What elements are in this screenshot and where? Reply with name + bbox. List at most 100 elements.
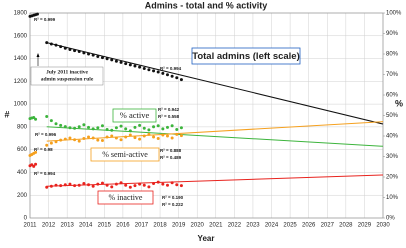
data-point [170, 136, 174, 140]
y-tick-label: 1000 [14, 102, 28, 108]
y2-tick-label: 90% [386, 31, 399, 37]
y2-tick-label: 20% [386, 175, 399, 181]
data-point [152, 182, 156, 186]
data-point [142, 134, 146, 138]
data-point [91, 127, 95, 131]
annotation: R² = 0.999 [34, 17, 56, 22]
x-tick-label: 2015 [98, 223, 112, 229]
data-point [128, 133, 132, 137]
data-point [170, 74, 174, 78]
x-tick-label: 2027 [321, 223, 335, 229]
data-point [87, 135, 91, 139]
data-point [119, 60, 123, 64]
annotation: R² = 0.222 [162, 202, 184, 207]
annotation: R² = 0.996 [35, 132, 57, 137]
data-point [114, 182, 118, 186]
x-tick-label: 2017 [135, 223, 149, 229]
data-point [138, 182, 142, 186]
annotation: R² = 0.190 [162, 195, 184, 200]
data-point [114, 136, 118, 140]
data-point [119, 181, 123, 185]
x-tick-label: 2028 [339, 223, 353, 229]
data-point [68, 182, 72, 186]
data-point [161, 127, 165, 131]
data-point [147, 128, 151, 132]
y2-tick-label: 40% [386, 134, 399, 140]
data-point [175, 127, 179, 131]
data-point [63, 125, 67, 129]
y2-tick-label: 60% [386, 93, 399, 99]
data-point [124, 183, 128, 187]
x-tick-label: 2029 [358, 223, 372, 229]
data-point [63, 137, 67, 141]
data-point [45, 41, 49, 45]
data-point [119, 138, 123, 142]
series-label: % semi-active [102, 150, 148, 159]
data-point [105, 127, 109, 131]
data-point [152, 135, 156, 139]
y2-tick-label: 100% [386, 11, 402, 17]
data-point [138, 137, 142, 141]
data-point [77, 139, 81, 143]
data-point [34, 150, 38, 154]
data-point [91, 184, 95, 188]
x-tick-label: 2019 [172, 223, 186, 229]
x-tick-label: 2011 [24, 223, 38, 229]
x-tick-label: 2025 [283, 223, 297, 229]
annotation: R² = 0.994 [160, 66, 182, 71]
data-point [175, 183, 179, 187]
x-tick-label: 2012 [42, 223, 56, 229]
annotation: R² = 0.558 [158, 114, 180, 119]
trendline [46, 121, 384, 142]
data-point [138, 65, 142, 69]
x-tick-label: 2030 [376, 223, 390, 229]
data-point [156, 180, 160, 184]
annotation: R² = 0.888 [160, 148, 182, 153]
y-tick-label: 800 [17, 124, 28, 130]
data-point [68, 136, 72, 140]
data-point [165, 125, 169, 129]
annotation: July 2011 inactive [46, 69, 88, 75]
data-point [124, 62, 128, 66]
data-point [82, 51, 86, 55]
data-point [96, 182, 100, 186]
y-tick-label: 1800 [14, 11, 28, 17]
data-point [161, 182, 165, 186]
data-point [45, 115, 49, 119]
series-label-box [97, 190, 154, 205]
data-point [54, 140, 58, 144]
series-label-box [90, 147, 160, 162]
data-point [114, 59, 118, 63]
data-point [110, 58, 114, 62]
data-point [179, 184, 183, 188]
annotation: R² = 0.489 [160, 155, 182, 160]
data-point [170, 124, 174, 128]
data-point [35, 12, 39, 16]
data-point [68, 126, 72, 130]
data-point [114, 126, 118, 130]
data-point [82, 123, 86, 127]
data-point [91, 136, 95, 140]
data-point [54, 43, 58, 47]
trendline [46, 126, 384, 147]
data-point [59, 45, 63, 49]
y-tick-label: 0 [24, 216, 28, 222]
data-point [179, 78, 183, 82]
x-tick-label: 2022 [228, 223, 242, 229]
data-point [100, 56, 104, 60]
series-label: % inactive [109, 193, 143, 202]
data-point [179, 126, 183, 130]
data-point [161, 133, 165, 137]
data-point [142, 183, 146, 187]
y-tick-label: 600 [17, 147, 28, 153]
series-label-box [191, 47, 301, 65]
data-point [100, 139, 104, 143]
data-point [105, 135, 109, 139]
y-tick-label: 1600 [14, 33, 28, 39]
data-point [124, 127, 128, 131]
data-point [133, 136, 137, 140]
data-point [175, 132, 179, 136]
data-point [128, 185, 132, 189]
annotation: admin suspension rule [41, 76, 94, 82]
